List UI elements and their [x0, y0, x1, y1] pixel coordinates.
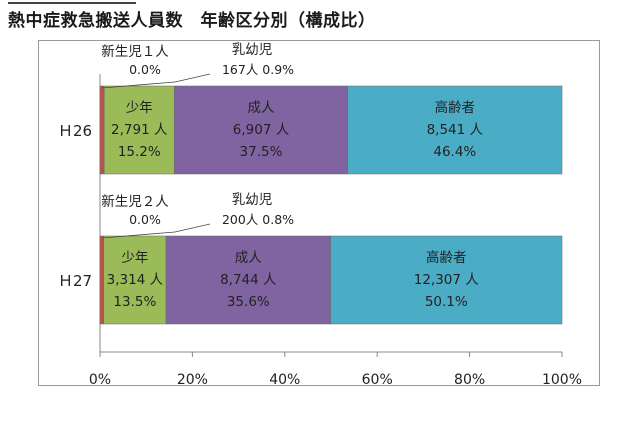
x-tick-label: 80% — [454, 372, 485, 388]
data-label: 2,791 人 — [111, 122, 168, 138]
chart-frame — [38, 40, 600, 386]
data-label: 成人 — [248, 100, 275, 116]
data-label: 3,314 人 — [107, 272, 164, 288]
bar-segment — [347, 85, 563, 175]
data-label: 12,307 人 — [414, 272, 480, 288]
title-rule — [8, 2, 136, 4]
category-label: Ｈ27 — [58, 272, 92, 290]
bar-segment — [174, 85, 348, 175]
data-label: 新生児１人 — [101, 44, 169, 60]
data-label: 乳幼児 — [232, 42, 273, 58]
data-label: 35.6% — [227, 294, 270, 310]
leader-line — [174, 223, 211, 233]
data-label: 乳幼児 — [232, 192, 273, 208]
bar-segment — [99, 235, 104, 325]
data-label: 8,744 人 — [220, 272, 277, 288]
x-tick-label: 40% — [269, 372, 300, 388]
data-label: 8,541 人 — [427, 122, 484, 138]
data-label: 0.0% — [129, 62, 161, 77]
data-label: 37.5% — [240, 144, 283, 160]
data-label: 6,907 人 — [233, 122, 290, 138]
leader-line — [101, 81, 176, 89]
x-tick-label: 0% — [89, 372, 111, 388]
data-label: 新生児２人 — [101, 194, 169, 210]
bar-segment — [99, 85, 105, 175]
data-label: 46.4% — [433, 144, 476, 160]
data-label: 少年 — [121, 250, 148, 266]
chart-title: 熱中症救急搬送人員数 年齢区分別（構成比） — [8, 11, 376, 31]
data-label: 少年 — [126, 100, 153, 116]
data-label: 0.0% — [129, 212, 161, 227]
x-tick-label: 100% — [542, 372, 582, 388]
bar-segment — [165, 235, 331, 325]
data-label: 高齢者 — [435, 99, 476, 116]
leader-line — [174, 73, 211, 83]
data-label: 高齢者 — [426, 249, 467, 266]
data-label: 成人 — [235, 250, 262, 266]
data-label: 200人 0.8% — [222, 212, 294, 227]
x-tick-label: 60% — [362, 372, 393, 388]
bar-segment — [330, 235, 563, 325]
category-label: Ｈ26 — [58, 122, 92, 140]
bar-segment — [103, 85, 175, 175]
x-tick-label: 20% — [177, 372, 208, 388]
leader-line — [101, 231, 176, 239]
data-label: 50.1% — [425, 294, 468, 310]
data-label: 15.2% — [118, 144, 161, 160]
data-label: 167人 0.9% — [222, 62, 294, 77]
data-label: 13.5% — [113, 294, 156, 310]
